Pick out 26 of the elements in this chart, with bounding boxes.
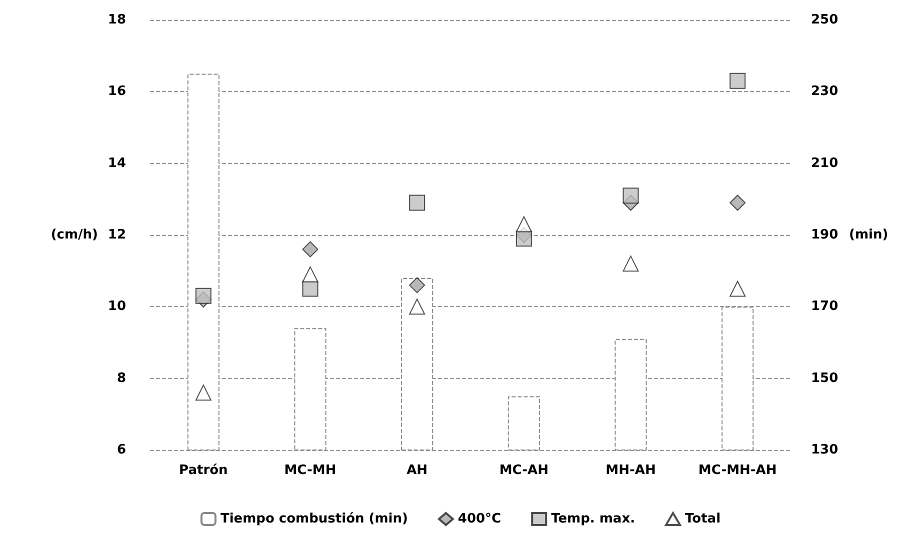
legend-label: Temp. max. bbox=[551, 512, 636, 526]
x-tick-label: MC-AH bbox=[499, 463, 548, 478]
x-tick-label: Patrón bbox=[179, 463, 228, 478]
y2-tick-label: 230 bbox=[811, 84, 838, 100]
legend-label: Total bbox=[685, 512, 721, 526]
y2-axis-title: (min) bbox=[849, 228, 888, 242]
y-tick-label: 12 bbox=[108, 228, 126, 242]
x-tick-label: MC-MH bbox=[284, 463, 336, 478]
y2-tick-label: 150 bbox=[811, 370, 838, 386]
y2-tick-label: 190 bbox=[811, 228, 838, 242]
y-tick-label: 8 bbox=[116, 370, 126, 386]
y-tick-label: 18 bbox=[108, 12, 126, 28]
y-tick-label: 16 bbox=[108, 84, 126, 100]
y2-tick-label: 210 bbox=[811, 156, 838, 171]
legend-label: Tiempo combustión (min) bbox=[220, 512, 408, 526]
y-tick-label: 14 bbox=[108, 156, 126, 171]
y2-tick-label: 170 bbox=[811, 299, 838, 314]
y2-tick-label: 130 bbox=[811, 442, 838, 458]
y-axis-title: (cm/h) bbox=[50, 228, 98, 242]
y2-tick-label: 250 bbox=[811, 12, 838, 28]
x-tick-label: AH bbox=[406, 463, 428, 478]
x-tick-label: MH-AH bbox=[606, 463, 656, 478]
x-tick-label: MC-MH-AH bbox=[698, 463, 777, 478]
y-tick-label: 10 bbox=[108, 299, 126, 314]
y-tick-label: 6 bbox=[116, 442, 126, 458]
legend-label: 400°C bbox=[458, 512, 502, 526]
